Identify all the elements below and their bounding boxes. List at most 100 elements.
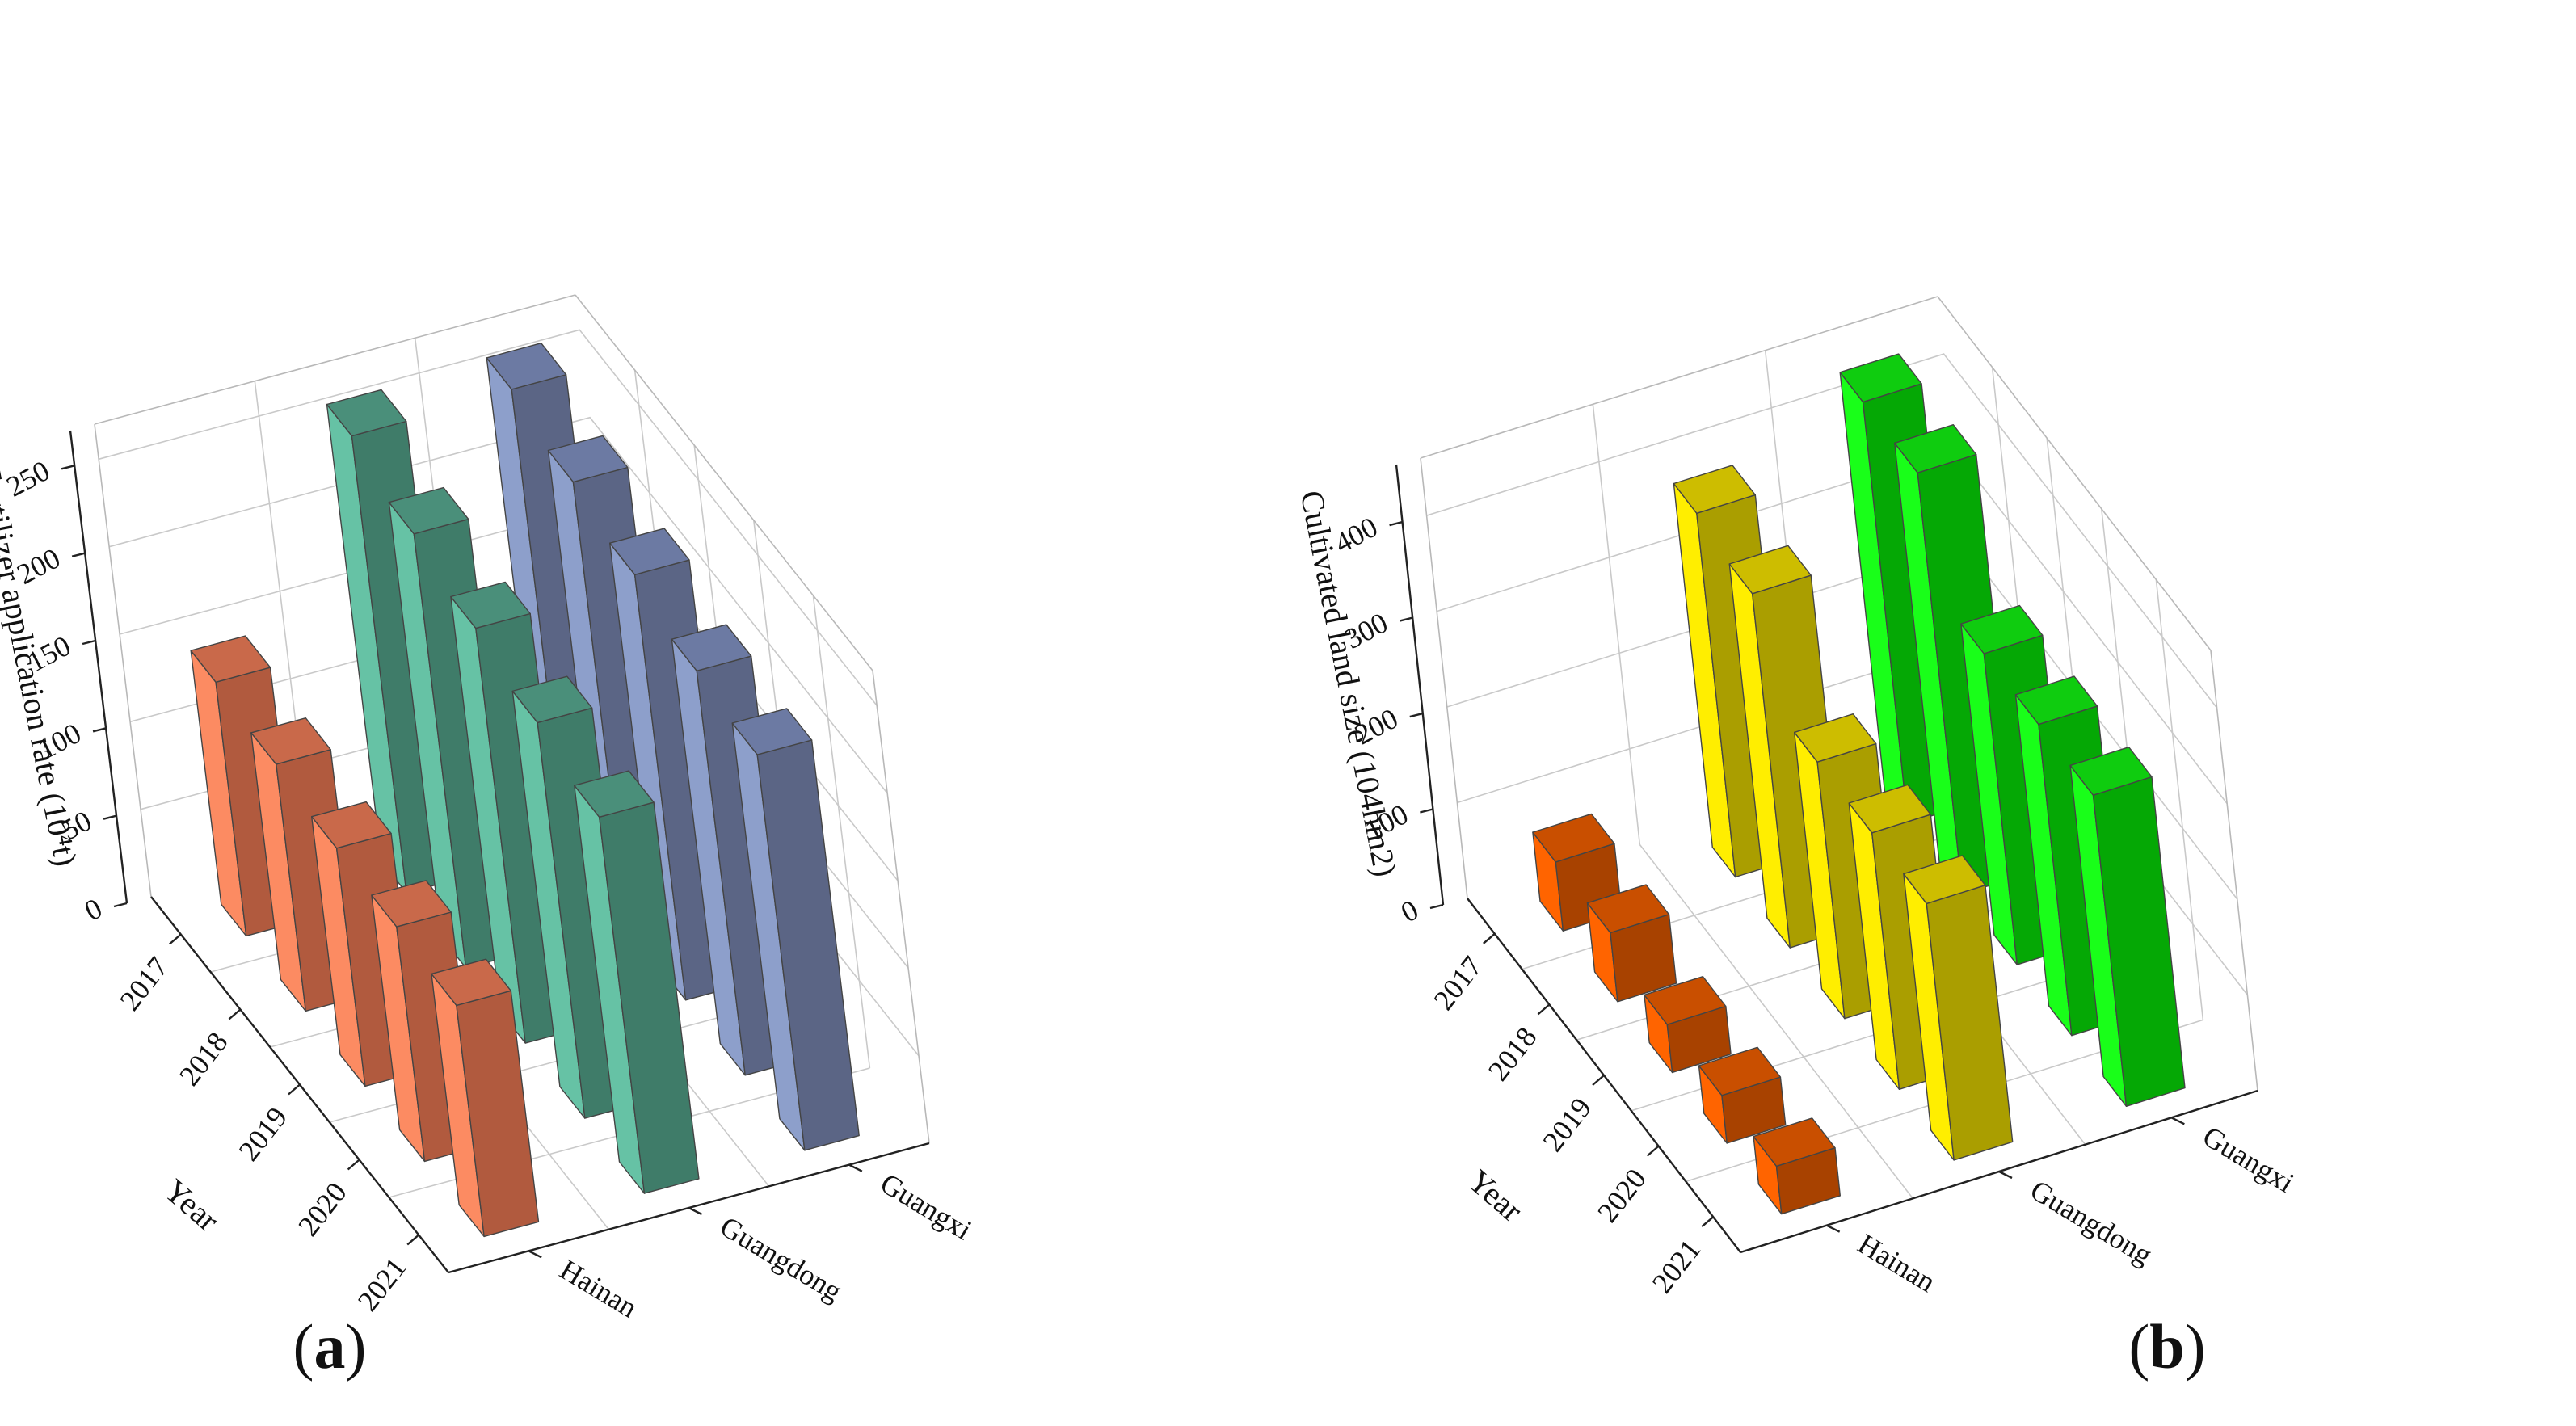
x-tick-label: 2018 <box>173 1026 234 1092</box>
y-axis-ticks: Hainan Guangdong Guangxi <box>528 1163 978 1324</box>
box-edge <box>2210 650 2258 1092</box>
x-tick-mark <box>169 933 182 945</box>
y-tick-mark <box>848 1163 863 1172</box>
bar-top-face <box>2014 675 2098 726</box>
x-axis-title: Year <box>1461 1162 1530 1228</box>
x-tick-label: 2017 <box>113 951 175 1016</box>
bar-top-face <box>1960 604 2044 654</box>
bar-top-face <box>1698 1046 1782 1096</box>
z-tick-mark <box>1429 903 1444 910</box>
z-tick-label: 0 <box>79 892 107 928</box>
y-tick-mark <box>2170 1117 2185 1125</box>
bar-top-face <box>450 581 531 629</box>
bar-hainan-2020 <box>1698 1046 1787 1144</box>
z-grid-line <box>98 329 878 706</box>
wall-grid-line <box>1592 404 1641 845</box>
bar-top-face <box>388 486 469 535</box>
y-tick-label: Hainan <box>1853 1227 1942 1298</box>
z-tick-mark <box>1409 712 1424 718</box>
z-axis-line <box>69 430 128 904</box>
z-axis-line <box>1395 464 1445 906</box>
z-grid-line <box>1426 353 2218 709</box>
bars <box>190 343 860 1238</box>
z-tick-mark <box>1420 808 1433 814</box>
x-tick-label: 2019 <box>232 1101 293 1167</box>
bar-top-face <box>371 880 452 928</box>
bar-hainan-2018 <box>1586 884 1677 1003</box>
z-tick-mark <box>61 465 75 470</box>
z-axis-title: Fertilizer application rate (10⁴t) <box>0 461 84 869</box>
panel-a-label: (a) <box>293 1311 367 1382</box>
z-tick-mark <box>1389 520 1403 527</box>
bar-top-face <box>190 635 271 683</box>
z-tick-mark <box>82 639 96 646</box>
y-tick-mark <box>688 1206 703 1216</box>
z-tick-label: 0 <box>1395 894 1424 929</box>
x-tick-mark <box>1592 1075 1605 1086</box>
bar-hainan-2021 <box>1753 1117 1841 1215</box>
bar-hainan-2019 <box>1644 975 1732 1074</box>
y-tick-label: Guangxi <box>875 1167 978 1246</box>
bar-guangdong-2021 <box>574 770 700 1194</box>
x-tick-label: 2020 <box>1591 1163 1652 1228</box>
z-tick-mark <box>1399 616 1413 622</box>
bar-top-face <box>609 528 690 575</box>
x-tick-label: 2021 <box>1646 1233 1707 1298</box>
wall-grid-line <box>812 595 871 1069</box>
bar-guangxi-2021 <box>731 708 860 1151</box>
bar-top-face <box>1848 784 1931 834</box>
bar-top-face <box>731 708 813 755</box>
bar-guangxi-2021 <box>2069 747 2186 1108</box>
chart-panel-b: 0 100 200 300 400 Cultivated land size (104hm… <box>1288 0 2576 1426</box>
y-tick-label: Guangdong <box>2025 1174 2158 1272</box>
y-tick-label: Hainan <box>554 1253 643 1324</box>
bar-top-face <box>1644 975 1727 1025</box>
bar-top-face <box>1586 884 1670 934</box>
x-tick-mark <box>347 1159 360 1171</box>
box-edge <box>1420 296 1938 459</box>
bar-top-face <box>1753 1117 1836 1167</box>
floor-grid-line <box>1639 843 1913 1199</box>
bar-top-face <box>1903 855 1986 905</box>
bar-top-face <box>547 435 629 483</box>
x-tick-label: 2021 <box>351 1251 413 1317</box>
bar-top-face <box>250 717 331 765</box>
wall-grid-line <box>2155 579 2204 1020</box>
bar-top-face <box>431 958 511 1007</box>
y-tick-mark <box>1998 1170 2013 1180</box>
bar-top-face <box>1839 353 1922 403</box>
z-tick-mark <box>92 727 107 733</box>
bar-guangdong-2021 <box>1903 855 2014 1161</box>
x-axis-title: Year <box>158 1172 226 1238</box>
x-tick-label: 2017 <box>1427 950 1488 1016</box>
bar-top-face <box>311 801 392 849</box>
bar-top-face <box>486 343 567 390</box>
bar-top-face <box>1794 713 1877 763</box>
bar-top-face <box>1673 465 1756 514</box>
bar-top-face <box>326 389 407 437</box>
z-tick-mark <box>71 552 86 557</box>
y-tick-label: Guangdong <box>714 1210 848 1308</box>
box-edge <box>1937 296 2212 651</box>
bar-hainan-2021 <box>431 958 540 1238</box>
y-tick-mark <box>528 1250 542 1259</box>
bar-top-face <box>2069 747 2153 796</box>
x-tick-label: 2020 <box>292 1176 353 1242</box>
x-tick-mark <box>1483 932 1496 944</box>
bar-top-face <box>1532 813 1615 863</box>
bars <box>1532 353 2186 1215</box>
bar-top-face <box>1894 424 1977 473</box>
bar-top-face <box>511 675 593 724</box>
y-tick-mark <box>1826 1224 1841 1233</box>
box-edge <box>94 423 152 898</box>
box-edge <box>872 670 930 1144</box>
x-tick-mark <box>1537 1003 1551 1016</box>
x-tick-label: 2019 <box>1536 1092 1597 1157</box>
x-tick-mark <box>406 1234 419 1246</box>
panel-b-label: (b) <box>2128 1311 2206 1382</box>
x-tick-mark <box>288 1083 301 1096</box>
x-tick-mark <box>228 1008 242 1020</box>
box-edge <box>1420 457 1468 899</box>
